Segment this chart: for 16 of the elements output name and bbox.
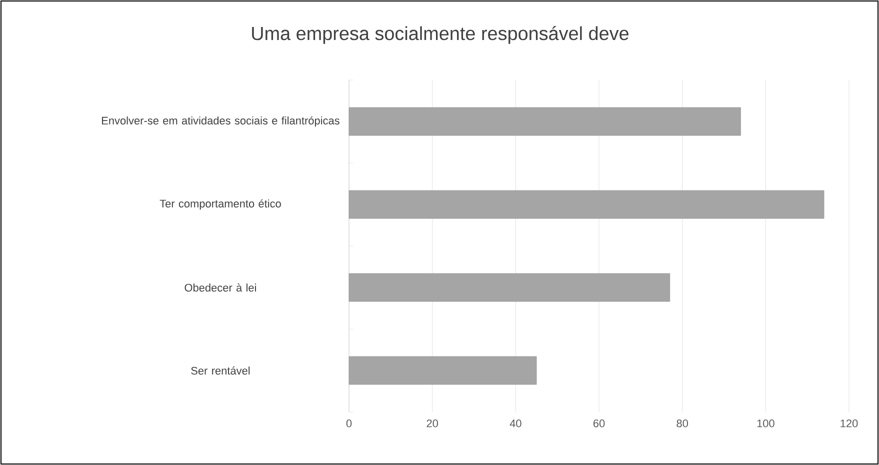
x-tick-label: 40 xyxy=(510,420,522,428)
x-tick-label: 120 xyxy=(840,420,858,428)
x-tick-label: 20 xyxy=(426,420,438,428)
y-tick-label: Ter comportamento ético xyxy=(160,199,281,210)
x-tick-label: 60 xyxy=(593,420,605,428)
y-tick-label: Envolver-se em atividades sociais e filantrópicas xyxy=(102,116,340,127)
y-tick-label: Ser rentável xyxy=(191,366,250,375)
bar xyxy=(348,107,741,136)
x-tick-label: 80 xyxy=(676,420,688,428)
y-tick-label: Obedecer à lei xyxy=(184,283,256,292)
x-tick-label: 100 xyxy=(757,420,774,428)
chart-title: Uma empresa socialmente responsável deve xyxy=(252,26,628,44)
bar xyxy=(348,356,537,385)
bar xyxy=(348,190,824,219)
bar xyxy=(348,273,670,302)
x-tick-label: 0 xyxy=(346,420,352,428)
